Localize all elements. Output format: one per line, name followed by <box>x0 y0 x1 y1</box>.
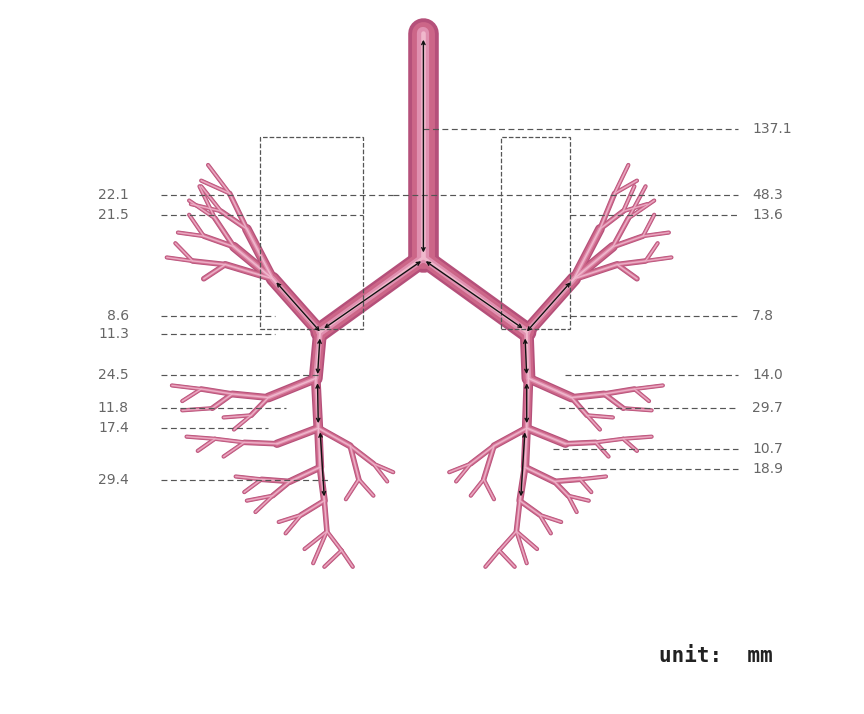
Text: unit:  mm: unit: mm <box>658 646 772 666</box>
Text: 14.0: 14.0 <box>753 368 783 382</box>
Text: 13.6: 13.6 <box>753 208 784 222</box>
Text: 7.8: 7.8 <box>753 308 774 323</box>
Bar <box>501 136 569 328</box>
Bar <box>260 136 363 328</box>
Text: 137.1: 137.1 <box>753 122 792 136</box>
Text: 29.7: 29.7 <box>753 401 783 416</box>
Text: 11.8: 11.8 <box>98 401 129 416</box>
Text: 21.5: 21.5 <box>98 208 129 222</box>
Text: 17.4: 17.4 <box>98 421 129 435</box>
Text: 11.3: 11.3 <box>98 326 129 341</box>
Text: 18.9: 18.9 <box>753 463 784 476</box>
Text: 8.6: 8.6 <box>107 308 129 323</box>
Text: 24.5: 24.5 <box>98 368 129 382</box>
Text: 10.7: 10.7 <box>753 443 783 456</box>
Text: 29.4: 29.4 <box>98 473 129 487</box>
Text: 48.3: 48.3 <box>753 188 783 202</box>
Text: 22.1: 22.1 <box>98 188 129 202</box>
